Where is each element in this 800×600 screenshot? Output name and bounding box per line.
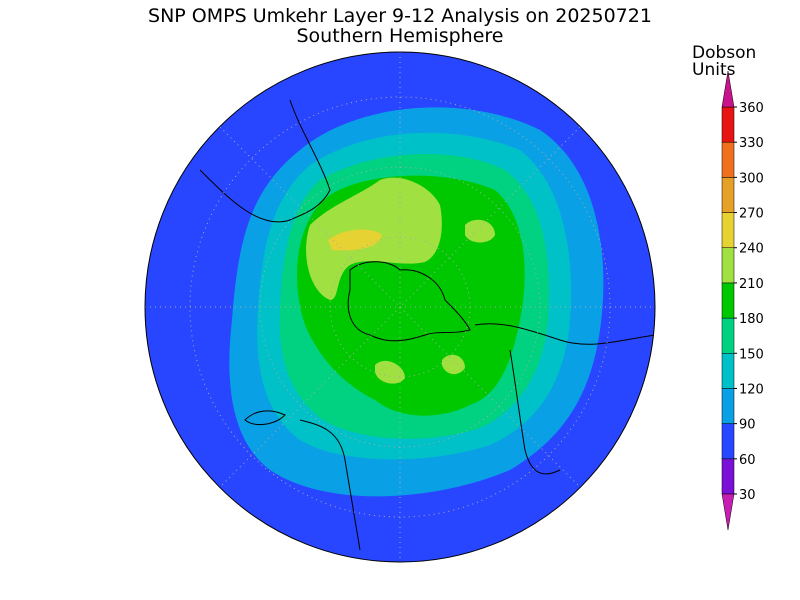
contour-band bbox=[375, 360, 405, 384]
colorbar-segment bbox=[721, 458, 735, 495]
colorbar-tick-label: 150 bbox=[739, 347, 764, 362]
contour-band bbox=[465, 219, 495, 243]
contour-band bbox=[328, 229, 382, 251]
colorbar-segment bbox=[721, 141, 735, 178]
colorbar-tick-label: 360 bbox=[739, 101, 764, 116]
colorbar-extension bbox=[721, 493, 735, 531]
colorbar-tick-label: 120 bbox=[739, 382, 764, 397]
graticule bbox=[145, 52, 655, 562]
colorbar-tick-label: 60 bbox=[739, 453, 756, 468]
colorbar-tick-label: 90 bbox=[739, 418, 756, 433]
colorbar-tick-label: 30 bbox=[739, 488, 756, 503]
colorbar-extension bbox=[721, 70, 735, 108]
colorbar-label: Dobson bbox=[692, 43, 756, 63]
colorbar-tick-label: 240 bbox=[739, 242, 764, 257]
colorbar-tick-label: 300 bbox=[739, 171, 764, 186]
colorbar-segment bbox=[721, 388, 735, 424]
colorbar-label: Units bbox=[692, 60, 736, 80]
colorbar-tick-label: 180 bbox=[739, 312, 764, 327]
colorbar-segment bbox=[721, 353, 735, 389]
map-border bbox=[144, 51, 656, 563]
colorbar-tick-label: 210 bbox=[739, 277, 764, 292]
coastline bbox=[299, 419, 361, 551]
coastline bbox=[199, 99, 331, 223]
subtitle: Southern Hemisphere bbox=[296, 25, 503, 47]
colorbar-segment bbox=[721, 317, 735, 354]
colorbar-segment bbox=[721, 106, 735, 143]
colorbar-tick-label: 330 bbox=[739, 136, 764, 151]
colorbar-segment bbox=[721, 423, 735, 460]
contour-band bbox=[442, 354, 465, 375]
coastline bbox=[347, 261, 471, 342]
colorbar-segment bbox=[721, 212, 735, 248]
colorbar-segment bbox=[721, 247, 735, 284]
colorbar-segment bbox=[721, 282, 735, 319]
colorbar-segment bbox=[721, 177, 735, 213]
coastline bbox=[474, 323, 655, 345]
coastline bbox=[509, 349, 561, 475]
title: SNP OMPS Umkehr Layer 9-12 Analysis on 2… bbox=[148, 5, 652, 27]
coastline bbox=[244, 410, 286, 426]
colorbar: 30 60 90 120 150 180 210 240 270 300 330 360 bbox=[721, 70, 764, 531]
colorbar-tick-label: 270 bbox=[739, 207, 764, 222]
map bbox=[144, 51, 656, 563]
